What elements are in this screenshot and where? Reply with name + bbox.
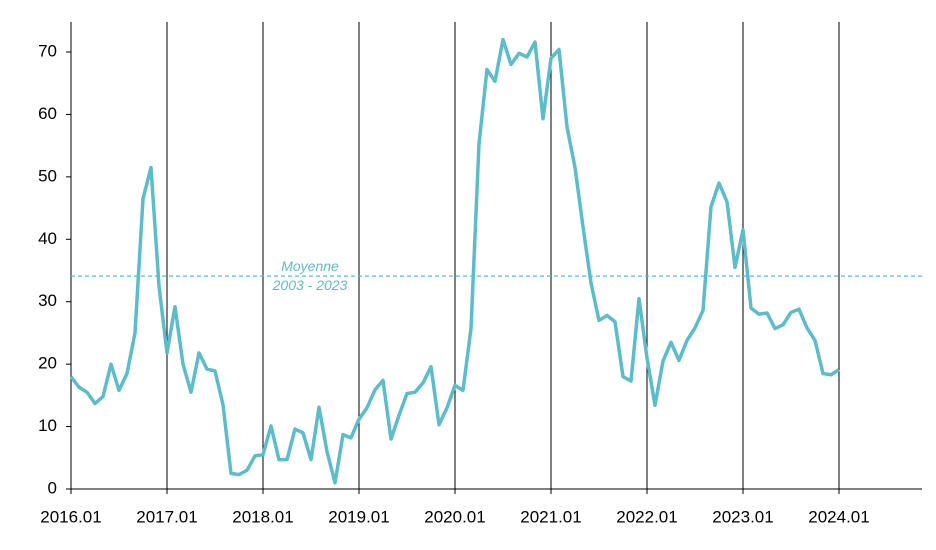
x-tick-label: 2017.01 <box>136 507 197 526</box>
y-tick-label: 10 <box>38 416 57 435</box>
x-tick-label: 2018.01 <box>232 507 293 526</box>
data-line <box>69 37 840 485</box>
x-tick-label: 2019.01 <box>328 507 389 526</box>
y-tick-label: 60 <box>38 104 57 123</box>
x-tick-label: 2024.01 <box>808 507 869 526</box>
x-tick-label: 2016.01 <box>40 507 101 526</box>
mean-label: 2003 - 2023 <box>272 277 348 293</box>
y-tick-label: 0 <box>48 478 57 497</box>
x-tick-label: 2023.01 <box>712 507 773 526</box>
x-tick-label: 2020.01 <box>424 507 485 526</box>
y-tick-label: 40 <box>38 229 57 248</box>
y-tick-label: 70 <box>38 41 57 60</box>
x-tick-label: 2022.01 <box>616 507 677 526</box>
x-tick-label: 2021.01 <box>520 507 581 526</box>
y-tick-label: 50 <box>38 166 57 185</box>
y-tick-label: 20 <box>38 354 57 373</box>
y-tick-label: 30 <box>38 291 57 310</box>
mean-label: Moyenne <box>281 258 339 274</box>
